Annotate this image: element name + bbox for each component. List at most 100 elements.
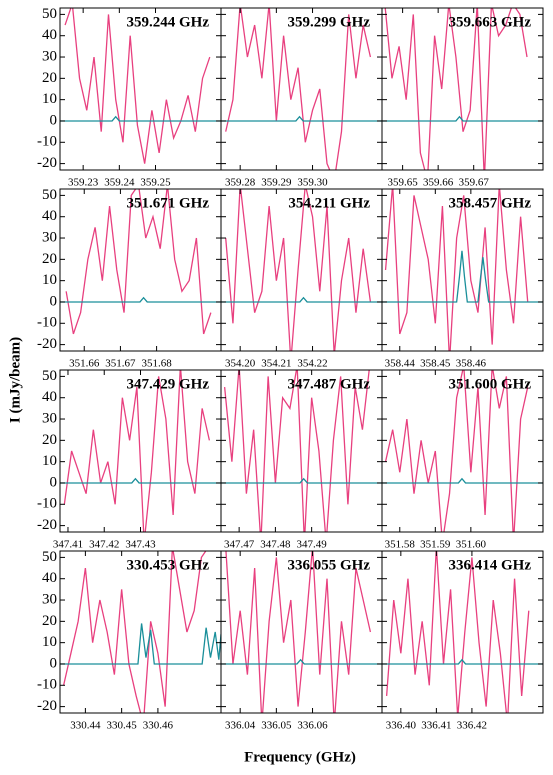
x-tick-label: 358.45 (420, 358, 451, 370)
y-tick-label: -20 (37, 698, 57, 714)
model-line (382, 658, 543, 665)
y-tick-label: 0 (50, 655, 58, 671)
panel-frame (381, 188, 544, 352)
x-tick-label: 359.23 (68, 177, 99, 189)
x-tick-label: 359.29 (261, 177, 292, 189)
panel-plot (60, 189, 221, 335)
panel-title: 347.487 GHz (288, 376, 371, 392)
panel-plot (60, 370, 221, 532)
x-tick-label: 336.05 (261, 720, 292, 732)
y-tick-label: 50 (42, 549, 57, 565)
panel-title: 351.671 GHz (127, 195, 210, 211)
panel-frame (381, 7, 544, 171)
panel-title: 354.211 GHz (288, 195, 370, 211)
x-tick-label: 347.42 (89, 539, 119, 551)
y-tick-label: 40 (42, 389, 57, 405)
model-line (382, 477, 543, 484)
x-tick-label: 347.41 (53, 539, 83, 551)
spectrum-line (223, 370, 370, 532)
y-tick-label: 10 (42, 453, 57, 469)
model-line (60, 296, 221, 303)
model-line (221, 296, 382, 303)
x-tick-label: 359.25 (140, 177, 171, 189)
x-tick-label: 330.46 (143, 720, 174, 732)
model-line (60, 623, 221, 665)
spectrum-line (63, 370, 211, 532)
x-tick-label: 336.40 (386, 720, 417, 732)
panel-title: 336.414 GHz (449, 557, 532, 573)
y-axis-label: I (mJy/beam) (7, 337, 23, 423)
x-tick-label: 359.30 (297, 177, 328, 189)
model-line (382, 115, 543, 122)
y-tick-label: -10 (37, 677, 57, 693)
x-tick-label: 347.47 (224, 539, 255, 551)
spectrum-line (384, 370, 529, 532)
y-tick-label: 10 (42, 634, 57, 650)
x-tick-label: 359.66 (423, 177, 454, 189)
x-tick-label: 359.28 (225, 177, 256, 189)
panel-plot (382, 551, 543, 713)
x-tick-label: 347.49 (297, 539, 328, 551)
spectrum-line (384, 189, 529, 351)
y-tick-label: 0 (50, 474, 58, 490)
panel-plot (382, 189, 543, 351)
y-tick-label: 50 (42, 6, 57, 22)
y-tick-label: 30 (42, 48, 57, 64)
y-tick-label: -20 (37, 517, 57, 533)
spectrum-line (65, 189, 212, 335)
spectrum-line (225, 189, 372, 351)
x-tick-label: 351.60 (456, 539, 487, 551)
x-tick-label: 351.59 (420, 539, 451, 551)
x-tick-label: 351.58 (385, 539, 416, 551)
panel-title: 359.299 GHz (288, 14, 371, 30)
x-tick-label: 354.21 (261, 358, 291, 370)
x-tick-label: 336.42 (457, 720, 487, 732)
y-tick-label: 40 (42, 27, 57, 43)
x-tick-label: 347.43 (125, 539, 156, 551)
panel-frame (381, 550, 544, 714)
y-tick-label: -10 (37, 134, 57, 150)
x-tick-label: 351.66 (69, 358, 100, 370)
panel-plot (221, 370, 382, 532)
x-tick-label: 358.44 (385, 358, 416, 370)
y-tick-label: 20 (42, 613, 57, 629)
panel-title: 359.663 GHz (449, 14, 532, 30)
model-line (221, 477, 382, 484)
panel-plot (382, 8, 543, 170)
x-tick-label: 359.24 (104, 177, 135, 189)
x-tick-label: 358.46 (456, 358, 487, 370)
y-tick-label: 30 (42, 229, 57, 245)
panel-plot (221, 8, 382, 170)
x-tick-label: 351.67 (105, 358, 136, 370)
panel-frame (381, 369, 544, 533)
y-tick-label: -10 (37, 315, 57, 331)
panel-title: 359.244 GHz (127, 14, 210, 30)
spectrum-line (385, 551, 530, 713)
panel-title: 330.453 GHz (127, 557, 210, 573)
x-tick-label: 354.22 (297, 358, 327, 370)
y-tick-label: 50 (42, 187, 57, 203)
model-line (221, 658, 382, 665)
x-tick-label: 347.48 (260, 539, 291, 551)
y-tick-label: 20 (42, 251, 57, 267)
model-line (60, 115, 221, 122)
y-tick-label: 0 (50, 112, 58, 128)
spectrum-line (225, 8, 372, 170)
panel-plot (60, 551, 221, 713)
panel-title: 358.457 GHz (449, 195, 532, 211)
panel-frame (220, 188, 383, 352)
panel-frame (220, 7, 383, 171)
y-tick-label: -10 (37, 496, 57, 512)
x-tick-label: 351.68 (141, 358, 172, 370)
model-line (382, 250, 543, 303)
panel-title: 336.055 GHz (288, 557, 371, 573)
model-line (60, 477, 221, 484)
panel-frame (220, 369, 383, 533)
y-tick-label: 40 (42, 208, 57, 224)
panel-frame (59, 188, 222, 352)
x-tick-label: 336.06 (297, 720, 328, 732)
spectrum-line (384, 8, 528, 170)
panel-plot (221, 189, 382, 351)
